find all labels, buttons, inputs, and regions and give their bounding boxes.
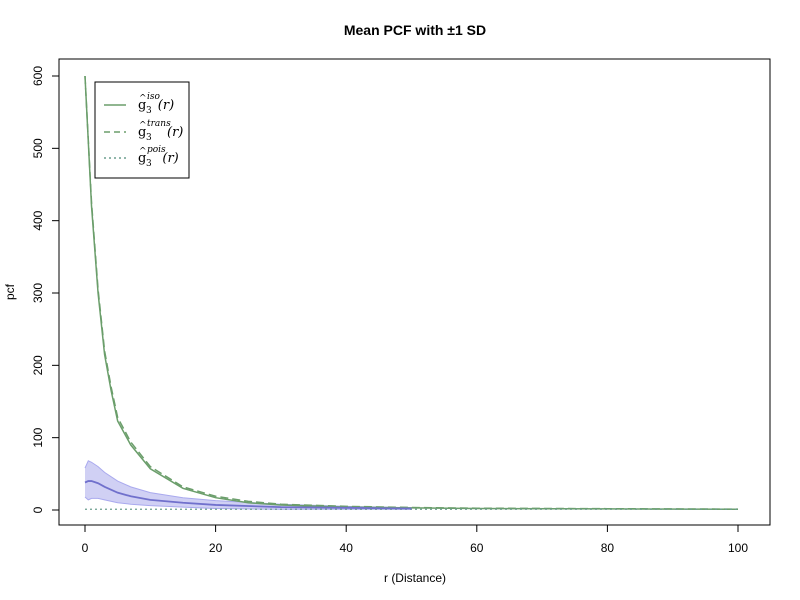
legend-label-iso: g^ 3 iso(r) [138, 92, 174, 116]
x-tick-label: 60 [470, 541, 484, 555]
svg-text:iso: iso [147, 92, 160, 102]
svg-text:^: ^ [139, 147, 147, 157]
svg-text:(r): (r) [158, 98, 174, 113]
svg-text:3: 3 [146, 106, 152, 116]
x-tick-label: 20 [209, 541, 223, 555]
svg-text:^: ^ [139, 121, 147, 131]
svg-text:g: g [138, 151, 146, 166]
svg-text:3: 3 [146, 159, 152, 169]
chart-title: Mean PCF with ±1 SD [344, 22, 486, 38]
y-tick-label: 200 [31, 355, 45, 375]
svg-text:g: g [138, 125, 146, 140]
svg-text:(r): (r) [167, 125, 183, 140]
sd-band-fill [85, 460, 412, 510]
svg-text:^: ^ [139, 94, 147, 104]
series-line-mean [84, 480, 412, 510]
svg-text:3: 3 [146, 133, 152, 143]
series-layer [84, 75, 739, 511]
svg-text:(r): (r) [162, 151, 178, 166]
x-tick-label: 80 [601, 541, 615, 555]
svg-text:pois: pois [147, 145, 166, 155]
y-tick-label: 600 [31, 66, 45, 86]
y-tick-label: 100 [31, 427, 45, 447]
y-tick-label: 0 [31, 506, 45, 513]
x-tick-label: 0 [82, 541, 89, 555]
x-axis: 0 20 40 60 80 100 [82, 524, 748, 555]
svg-text:trans: trans [147, 119, 171, 129]
series-line-trans [84, 75, 739, 510]
legend-box [94, 81, 190, 179]
x-axis-label: r (Distance) [384, 571, 446, 585]
legend-label-trans: g^ 3 trans(r) [138, 119, 183, 143]
x-tick-label: 100 [728, 541, 748, 555]
y-tick-label: 300 [31, 283, 45, 303]
x-tick-label: 40 [340, 541, 354, 555]
y-tick-label: 400 [31, 210, 45, 230]
y-axis: 0 100 200 300 400 500 600 [31, 66, 60, 513]
legend-label-pois: g^ 3 pois(r) [138, 145, 179, 169]
y-tick-label: 500 [31, 138, 45, 158]
svg-text:g: g [138, 98, 146, 113]
y-axis-label: pcf [3, 283, 17, 300]
